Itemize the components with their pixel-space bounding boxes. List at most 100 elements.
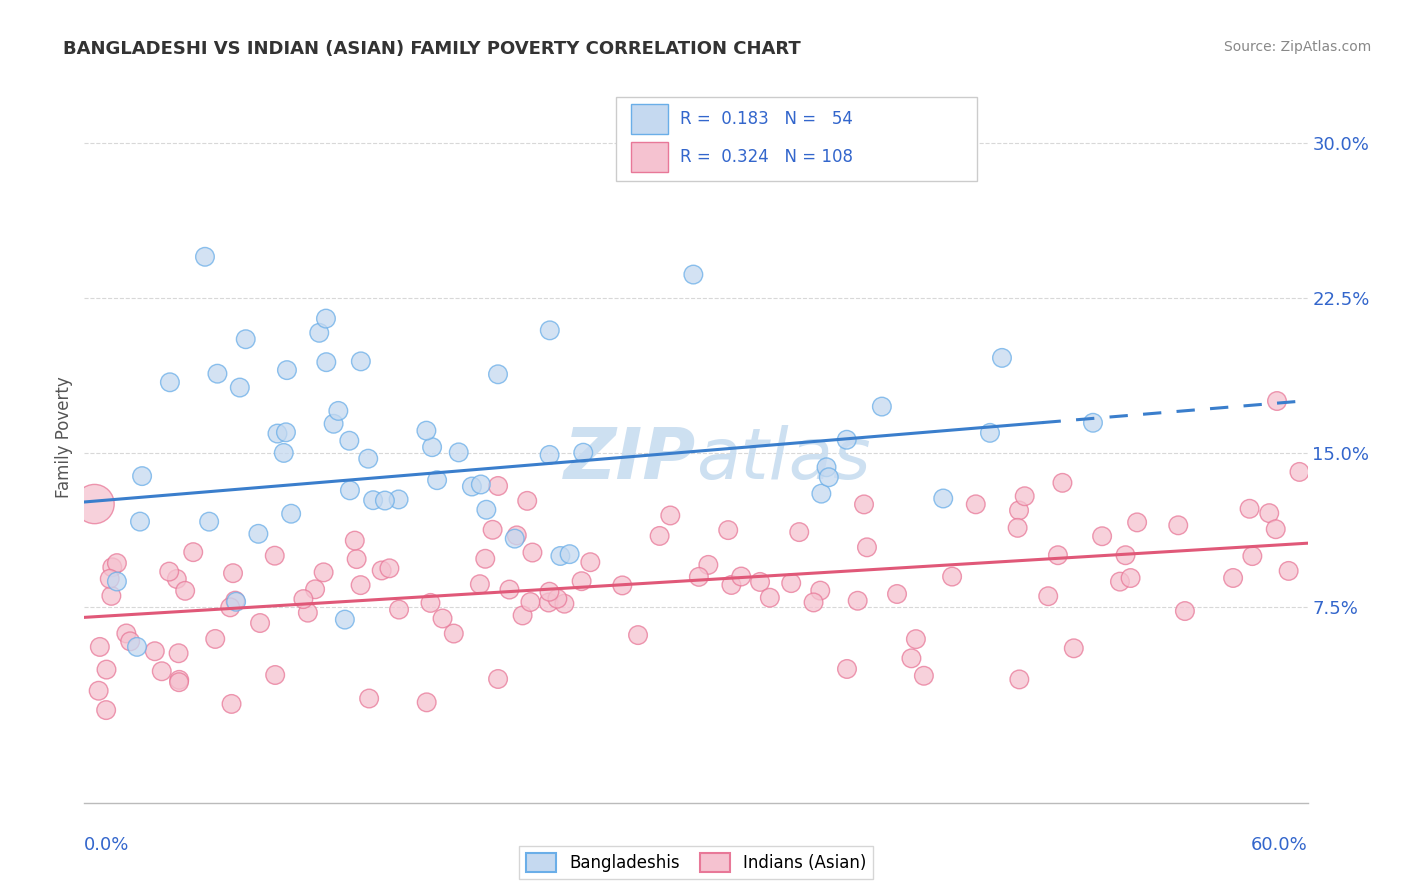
Point [835,662,858,676]
Point [688,570,710,584]
Point [374,493,396,508]
Point [308,326,330,340]
Point [339,483,361,498]
Point [787,525,810,540]
Point [388,602,411,616]
Point [749,574,772,589]
Point [730,569,752,583]
Text: ZIP: ZIP [564,425,696,493]
Point [167,675,190,690]
Point [717,523,740,537]
Point [247,526,270,541]
Point [498,582,520,597]
Point [159,376,181,390]
Point [1046,548,1069,562]
Point [1278,564,1301,578]
Text: R =  0.183   N =   54: R = 0.183 N = 54 [681,110,853,128]
FancyBboxPatch shape [616,97,977,181]
Point [474,551,496,566]
Point [1007,521,1029,535]
Point [1091,529,1114,543]
Point [443,626,465,640]
Point [932,491,955,506]
Point [333,613,356,627]
Point [432,611,454,625]
Point [1109,574,1132,589]
Point [174,583,197,598]
Point [759,591,782,605]
Point [131,469,153,483]
Point [315,355,337,369]
Bar [631,103,668,135]
Point [1258,506,1281,520]
Point [276,363,298,377]
Point [648,529,671,543]
Text: R =  0.324   N = 108: R = 0.324 N = 108 [681,148,853,166]
Point [370,564,392,578]
Point [803,595,825,609]
Point [420,440,443,454]
Point [1008,673,1031,687]
Point [322,417,344,431]
Point [817,470,839,484]
Point [486,672,509,686]
Point [222,566,245,581]
Point [225,595,247,609]
Point [546,591,568,606]
Point [264,668,287,682]
Point [105,556,128,570]
Point [150,665,173,679]
Point [312,566,335,580]
Point [304,582,326,597]
Point [167,673,190,687]
Point [181,545,204,559]
Point [553,597,575,611]
Point [1038,589,1060,603]
Point [224,593,246,607]
Point [100,589,122,603]
Point [835,433,858,447]
Point [856,541,879,555]
Point [219,600,242,615]
Point [361,493,384,508]
Point [697,558,720,572]
Point [558,547,581,561]
Point [979,425,1001,440]
Point [1063,641,1085,656]
Point [120,634,142,648]
Legend: Bangladeshis, Indians (Asian): Bangladeshis, Indians (Asian) [519,846,873,879]
Point [627,628,650,642]
Point [886,587,908,601]
Point [101,560,124,574]
Point [1014,489,1036,503]
Point [249,615,271,630]
Point [328,404,350,418]
Point [415,424,437,438]
Point [346,552,368,566]
Point [853,497,876,511]
Point [1126,516,1149,530]
Point [808,583,831,598]
Text: BANGLADESHI VS INDIAN (ASIAN) FAMILY POVERTY CORRELATION CHART: BANGLADESHI VS INDIAN (ASIAN) FAMILY POV… [63,40,801,58]
Point [506,528,529,542]
Point [486,368,509,382]
Point [537,595,560,609]
Text: atlas: atlas [696,425,870,493]
Text: Source: ZipAtlas.com: Source: ZipAtlas.com [1223,40,1371,54]
Point [991,351,1014,365]
Point [481,523,503,537]
Point [94,703,117,717]
Point [486,479,509,493]
Point [315,311,337,326]
Point [167,646,190,660]
Point [166,572,188,586]
Point [815,460,838,475]
Point [229,380,252,394]
Point [415,695,437,709]
Point [659,508,682,523]
Point [280,507,302,521]
Point [125,640,148,654]
Point [579,555,602,569]
Point [1265,394,1288,409]
Point [343,533,366,548]
